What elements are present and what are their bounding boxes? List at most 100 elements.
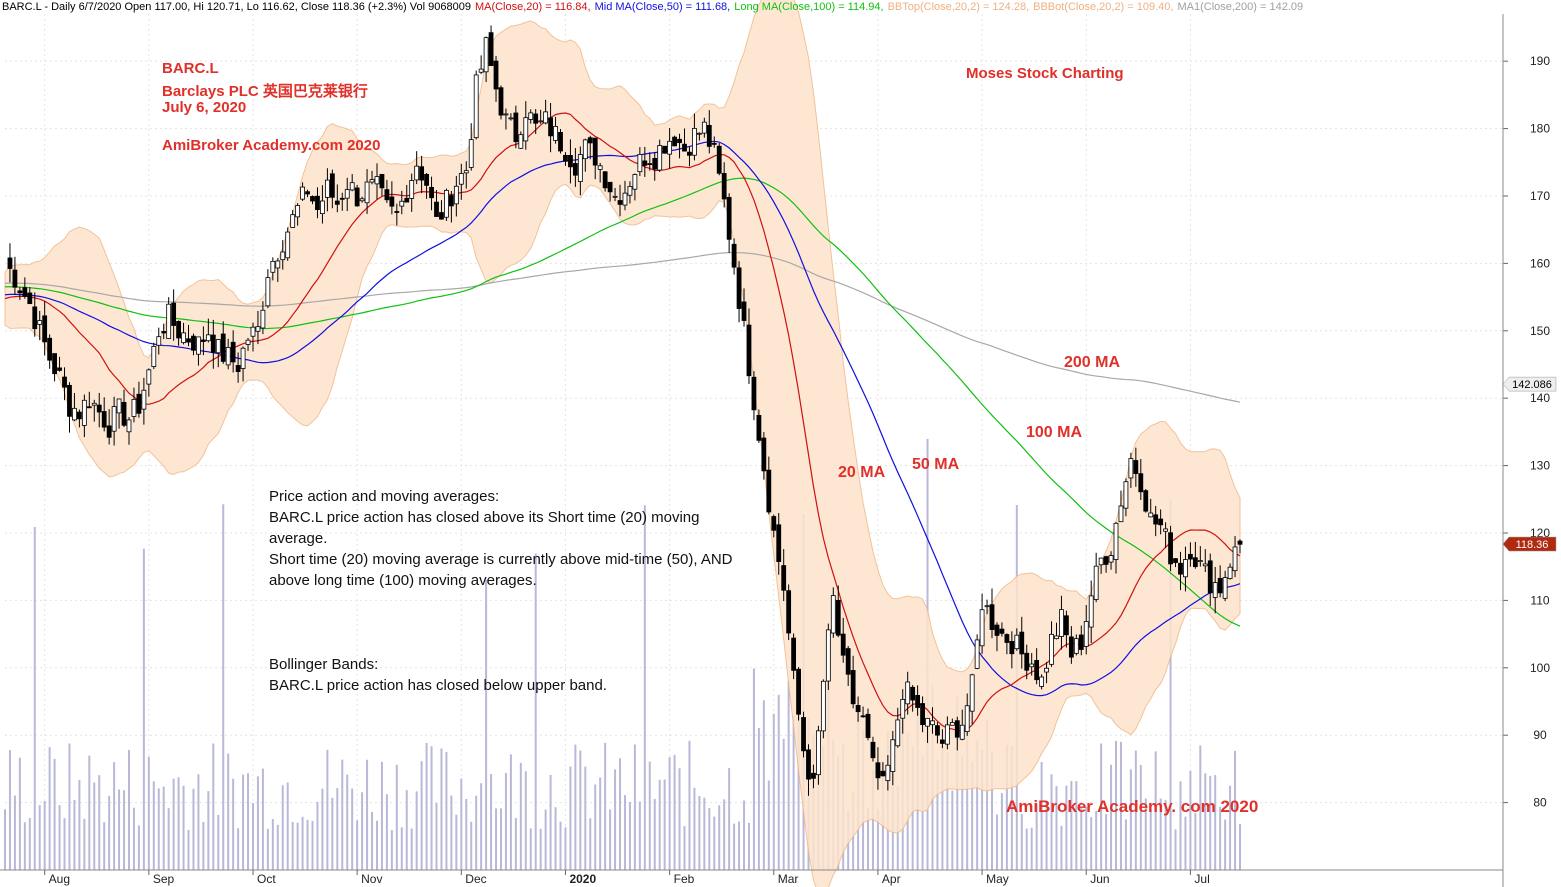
- candle-body: [1039, 676, 1045, 687]
- candle-body: [32, 306, 38, 330]
- y-tick-label: 180: [1530, 122, 1550, 136]
- price-tags: 142.086 118.36: [1502, 376, 1557, 552]
- candle-body: [900, 699, 906, 719]
- ma200-readout: MA1(Close,200) = 142.09: [1177, 1, 1304, 13]
- candle-body: [334, 200, 340, 205]
- candle-body: [647, 163, 653, 166]
- candle-body: [260, 309, 266, 329]
- candle-body: [414, 165, 420, 181]
- candle-body: [954, 720, 960, 738]
- candle-body: [369, 179, 375, 183]
- candle-body: [339, 197, 345, 200]
- candle-body: [1237, 540, 1243, 545]
- candle-body: [751, 376, 757, 411]
- candle-body: [523, 117, 529, 142]
- moses-title: Moses Stock Charting: [966, 65, 1124, 82]
- x-tick-label: Jun: [1090, 872, 1109, 886]
- candle-body: [1143, 490, 1149, 512]
- candle-body: [1044, 667, 1049, 673]
- candle-body: [245, 339, 251, 345]
- candle-body: [384, 189, 390, 201]
- candle-body: [1123, 481, 1129, 509]
- chart-header: BARC.L - Daily 6/7/2020 Open 117.00, Hi …: [2, 1, 1307, 13]
- candle-body: [379, 173, 385, 189]
- candle-body: [736, 267, 742, 309]
- candle-body: [637, 154, 643, 173]
- candle-body: [855, 705, 861, 713]
- candle-body: [786, 590, 792, 634]
- candle-body: [925, 717, 930, 727]
- candle-body: [344, 189, 350, 199]
- candle-body: [1222, 577, 1228, 599]
- candle-body: [310, 196, 315, 202]
- candle-body: [498, 87, 504, 116]
- candle-body: [151, 345, 157, 367]
- candle-body: [692, 128, 697, 156]
- bbbot-readout: BBBot(Close,20,2) = 109.40,: [1033, 1, 1174, 13]
- ma-note-line3: Short time (20) moving average is curren…: [269, 551, 733, 568]
- candle-body: [230, 341, 236, 363]
- candle-body: [210, 334, 216, 353]
- candle-body: [558, 131, 563, 152]
- candle-body: [1064, 615, 1069, 636]
- y-tick-label: 80: [1533, 796, 1547, 810]
- candle-body: [577, 154, 583, 182]
- candle-body: [1014, 634, 1020, 650]
- candle-body: [662, 145, 668, 154]
- candle-body: [136, 393, 142, 414]
- candle-body: [1004, 634, 1010, 643]
- candle-body: [1068, 636, 1074, 658]
- candle-body: [434, 201, 439, 217]
- candle-body: [513, 112, 519, 143]
- candle-body: [1188, 553, 1193, 560]
- candle-body: [250, 326, 256, 337]
- ma100-readout: Long MA(Close,100) = 114.94,: [734, 1, 884, 13]
- candle-body: [205, 334, 211, 342]
- ticker-info: BARC.L - Daily 6/7/2020 Open 117.00, Hi …: [2, 1, 471, 13]
- candle-body: [1197, 560, 1203, 563]
- candle-body: [870, 741, 876, 759]
- ma20-readout: MA(Close,20) = 116.84,: [474, 1, 591, 13]
- time-axis: Aug Sep Oct Nov Dec 2020 Feb Mar Apr May Jun Jul: [0, 869, 1503, 886]
- x-tick-label: Feb: [674, 872, 695, 886]
- brand-bottom: AmiBroker Academy. com 2020: [1006, 797, 1259, 816]
- candle-body: [622, 192, 628, 206]
- candle-body: [1009, 641, 1015, 655]
- candle-body: [196, 336, 201, 355]
- candle-body: [503, 113, 509, 116]
- candle-body: [949, 722, 955, 726]
- candle-body: [374, 176, 380, 185]
- candle-body: [37, 320, 43, 325]
- y-tick-label: 100: [1530, 661, 1550, 675]
- ma50-annotation: 50 MA: [912, 456, 960, 473]
- candle-body: [399, 200, 405, 207]
- candle-body: [404, 197, 410, 203]
- candle-body: [741, 301, 747, 321]
- candle-body: [12, 269, 18, 288]
- ma200-line: [4, 251, 1241, 403]
- candle-body: [349, 182, 355, 191]
- x-tick-label: Apr: [882, 872, 901, 886]
- candle-body: [225, 346, 231, 366]
- candle-body: [171, 302, 177, 326]
- candle-body: [1148, 512, 1154, 518]
- candle-body: [1133, 460, 1139, 474]
- candle-body: [518, 134, 524, 149]
- ma-note-line2: average.: [269, 530, 328, 547]
- candle-body: [771, 516, 777, 531]
- x-tick-label: Jul: [1194, 872, 1209, 886]
- candle-body: [1178, 562, 1183, 575]
- candle-body: [1083, 621, 1089, 647]
- candle-body: [642, 160, 648, 166]
- candle-body: [677, 138, 682, 144]
- candle-body: [62, 376, 67, 388]
- candle-body: [612, 195, 618, 198]
- candle-body: [528, 112, 534, 120]
- candle-body: [910, 686, 916, 701]
- candle-body: [781, 565, 787, 591]
- candle-body: [315, 195, 320, 210]
- ma20-annotation: 20 MA: [838, 464, 886, 481]
- candle-body: [761, 437, 767, 472]
- candle-body: [121, 402, 127, 426]
